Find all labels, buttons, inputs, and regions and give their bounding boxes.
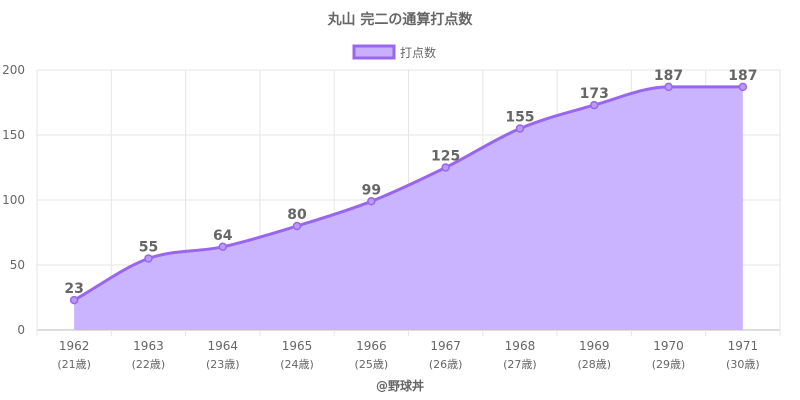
x-tick-label: 1971 xyxy=(728,339,759,353)
x-tick-sublabel: (21歳) xyxy=(57,358,91,371)
credit-text: @野球丼 xyxy=(376,378,424,393)
y-tick-label: 0 xyxy=(17,323,25,337)
y-tick-label: 150 xyxy=(2,128,25,142)
data-point xyxy=(69,295,79,305)
legend[interactable]: 打点数 xyxy=(352,44,436,60)
x-tick-label: 1970 xyxy=(653,339,684,353)
data-label: 64 xyxy=(213,228,233,244)
data-label: 155 xyxy=(505,110,534,126)
x-tick-label: 1964 xyxy=(207,339,238,353)
x-tick-label: 1962 xyxy=(59,339,90,353)
data-label: 187 xyxy=(654,68,683,84)
data-label: 99 xyxy=(362,182,381,198)
series-area xyxy=(74,86,743,331)
data-label: 55 xyxy=(139,240,158,256)
x-tick-sublabel: (25歳) xyxy=(355,358,389,371)
data-point xyxy=(441,163,450,172)
x-tick-label: 1967 xyxy=(430,339,461,353)
data-point xyxy=(738,82,748,92)
data-label: 187 xyxy=(728,68,757,84)
x-tick-sublabel: (22歳) xyxy=(132,358,166,371)
x-tick-sublabel: (30歳) xyxy=(726,358,760,371)
y-tick-label: 50 xyxy=(10,258,25,272)
data-label: 173 xyxy=(580,86,609,102)
chart-title: 丸山 完二の通算打点数 xyxy=(327,11,474,28)
y-axis: 0 50 100 150 200 xyxy=(2,63,25,337)
data-point xyxy=(292,221,302,231)
y-tick-label: 100 xyxy=(2,193,25,207)
data-label: 125 xyxy=(431,149,460,165)
data-point xyxy=(218,242,227,252)
legend-label: 打点数 xyxy=(400,45,436,60)
y-tick-label: 200 xyxy=(2,63,25,77)
data-label: 80 xyxy=(287,207,307,223)
x-tick-sublabel: (28歳) xyxy=(577,358,611,371)
legend-swatch xyxy=(352,44,396,60)
x-tick-sublabel: (23歳) xyxy=(206,358,240,371)
series-line xyxy=(73,85,743,302)
x-tick-sublabel: (24歳) xyxy=(280,358,314,371)
x-tick-label: 1965 xyxy=(282,339,313,353)
data-point xyxy=(664,82,673,92)
data-point xyxy=(590,100,599,110)
data-point xyxy=(515,124,525,133)
data-point xyxy=(144,254,153,263)
data-points xyxy=(69,82,748,305)
x-tick-sublabel: (27歳) xyxy=(503,358,537,371)
data-labels: 23 55 64 80 99 125 155 173 187 187 xyxy=(64,68,757,297)
x-axis: 1962 (21歳) 1963 (22歳) 1964 (23歳) 1965 (24歳) 1966… xyxy=(57,339,759,371)
data-point xyxy=(367,197,376,206)
x-tick-label: 1966 xyxy=(356,339,387,353)
x-tick-label: 1968 xyxy=(505,339,536,353)
x-tick-label: 1963 xyxy=(133,339,164,353)
x-tick-label: 1969 xyxy=(579,339,610,353)
x-tick-sublabel: (26歳) xyxy=(429,358,463,371)
data-label: 23 xyxy=(64,281,83,297)
x-tick-sublabel: (29歳) xyxy=(652,358,686,371)
